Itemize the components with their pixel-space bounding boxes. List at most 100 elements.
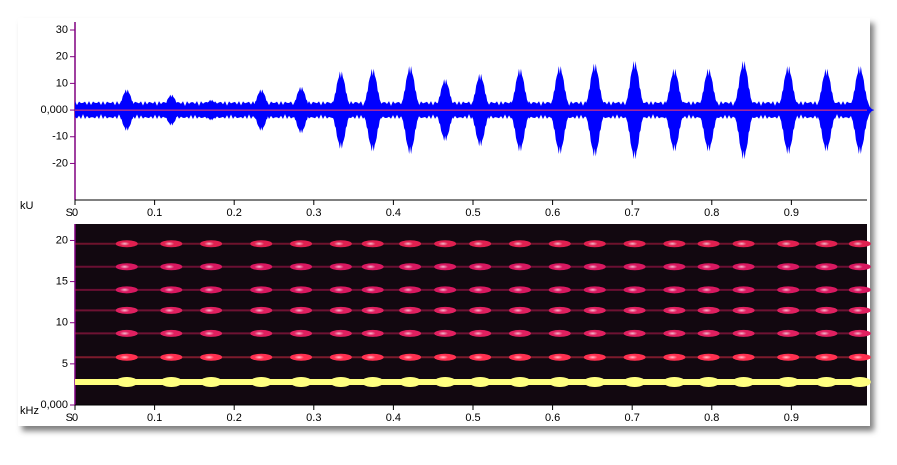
harmonic-blob bbox=[250, 376, 273, 387]
harmonic-core bbox=[294, 287, 305, 292]
harmonic-core bbox=[254, 241, 265, 246]
harmonic-core bbox=[473, 308, 484, 313]
harmonic-core bbox=[365, 241, 376, 246]
harmonic-core bbox=[736, 287, 747, 292]
harmonic-core bbox=[667, 308, 678, 313]
y-tick-label: -20 bbox=[52, 157, 68, 169]
harmonic-core bbox=[204, 355, 215, 360]
x-tick-label: 0.4 bbox=[386, 207, 401, 219]
harmonic-core bbox=[736, 241, 747, 246]
harmonic-blob bbox=[508, 376, 531, 387]
harmonic-core bbox=[403, 355, 414, 360]
harmonic-core bbox=[254, 308, 265, 313]
harmonic-core bbox=[164, 241, 175, 246]
harmonic-core bbox=[736, 308, 747, 313]
harmonic-blob bbox=[160, 376, 183, 387]
harmonic-core bbox=[736, 355, 747, 360]
harmonic-core bbox=[512, 308, 523, 313]
harmonic-core bbox=[667, 287, 678, 292]
harmonic-core bbox=[587, 331, 598, 336]
harmonic-core bbox=[587, 355, 598, 360]
y-tick-label: 0,000 bbox=[40, 399, 68, 411]
harmonic-core bbox=[819, 287, 830, 292]
harmonic-core bbox=[667, 355, 678, 360]
harmonic-core bbox=[119, 308, 130, 313]
y-tick-label: 20 bbox=[56, 234, 68, 246]
harmonic-core bbox=[254, 287, 265, 292]
harmonic-core bbox=[819, 355, 830, 360]
harmonic-core bbox=[164, 308, 175, 313]
harmonic-core bbox=[204, 308, 215, 313]
harmonic-blob bbox=[115, 376, 138, 387]
harmonic-core bbox=[512, 241, 523, 246]
harmonic-core bbox=[438, 264, 449, 269]
y-tick-label: 15 bbox=[56, 275, 68, 287]
harmonic-core bbox=[781, 264, 792, 269]
x-tick-label: 0.8 bbox=[704, 412, 719, 424]
x-tick-label: 0.6 bbox=[545, 207, 560, 219]
x-tick-label: 0.3 bbox=[306, 207, 321, 219]
harmonic-core bbox=[403, 331, 414, 336]
x-tick-label: 0.1 bbox=[147, 412, 162, 424]
harmonic-blob bbox=[399, 376, 422, 387]
harmonic-core bbox=[333, 241, 344, 246]
y-tick-label: 10 bbox=[56, 77, 68, 89]
harmonic-core bbox=[438, 308, 449, 313]
x-unit: S bbox=[66, 207, 73, 219]
harmonic-core bbox=[254, 331, 265, 336]
harmonic-core bbox=[438, 287, 449, 292]
x-tick-label: 0.7 bbox=[625, 412, 640, 424]
harmonic-core bbox=[512, 264, 523, 269]
harmonic-core bbox=[587, 287, 598, 292]
y-unit: kU bbox=[20, 200, 34, 212]
x-tick-label: 0.1 bbox=[147, 207, 162, 219]
harmonic-core bbox=[512, 331, 523, 336]
harmonic-blob bbox=[848, 376, 871, 387]
y-tick-label: 5 bbox=[62, 358, 68, 370]
y-unit: kHz bbox=[20, 405, 39, 417]
harmonic-core bbox=[333, 264, 344, 269]
harmonic-core bbox=[627, 241, 638, 246]
harmonic-core bbox=[365, 355, 376, 360]
harmonic-core bbox=[552, 287, 563, 292]
harmonic-core bbox=[119, 241, 130, 246]
harmonic-core bbox=[294, 355, 305, 360]
harmonic-core bbox=[852, 241, 863, 246]
harmonic-core bbox=[204, 287, 215, 292]
harmonic-core bbox=[473, 287, 484, 292]
harmonic-core bbox=[294, 331, 305, 336]
harmonic-core bbox=[204, 264, 215, 269]
harmonic-core bbox=[627, 287, 638, 292]
harmonic-core bbox=[473, 355, 484, 360]
harmonic-core bbox=[667, 241, 678, 246]
harmonic-core bbox=[512, 355, 523, 360]
harmonic-core bbox=[164, 331, 175, 336]
harmonic-blob bbox=[663, 376, 686, 387]
harmonic-core bbox=[781, 308, 792, 313]
harmonic-core bbox=[119, 264, 130, 269]
x-tick-label: 0.7 bbox=[625, 207, 640, 219]
harmonic-core bbox=[403, 264, 414, 269]
y-tick-label: 20 bbox=[56, 51, 68, 63]
harmonic-core bbox=[819, 331, 830, 336]
harmonic-core bbox=[736, 264, 747, 269]
harmonic-core bbox=[473, 264, 484, 269]
x-tick-label: 0.4 bbox=[386, 412, 401, 424]
harmonic-blob bbox=[548, 376, 571, 387]
harmonic-core bbox=[667, 264, 678, 269]
harmonic-core bbox=[333, 308, 344, 313]
harmonic-core bbox=[701, 264, 712, 269]
harmonic-core bbox=[701, 308, 712, 313]
x-tick-label: 0.9 bbox=[784, 207, 799, 219]
harmonic-core bbox=[852, 308, 863, 313]
x-tick-label: 0 bbox=[72, 412, 78, 424]
harmonic-core bbox=[781, 331, 792, 336]
harmonic-blob bbox=[583, 376, 606, 387]
harmonic-core bbox=[294, 264, 305, 269]
harmonic-core bbox=[204, 241, 215, 246]
harmonic-core bbox=[403, 308, 414, 313]
y-tick-label: 10 bbox=[56, 317, 68, 329]
harmonic-core bbox=[852, 264, 863, 269]
x-tick-label: 0 bbox=[72, 207, 78, 219]
harmonic-core bbox=[164, 287, 175, 292]
